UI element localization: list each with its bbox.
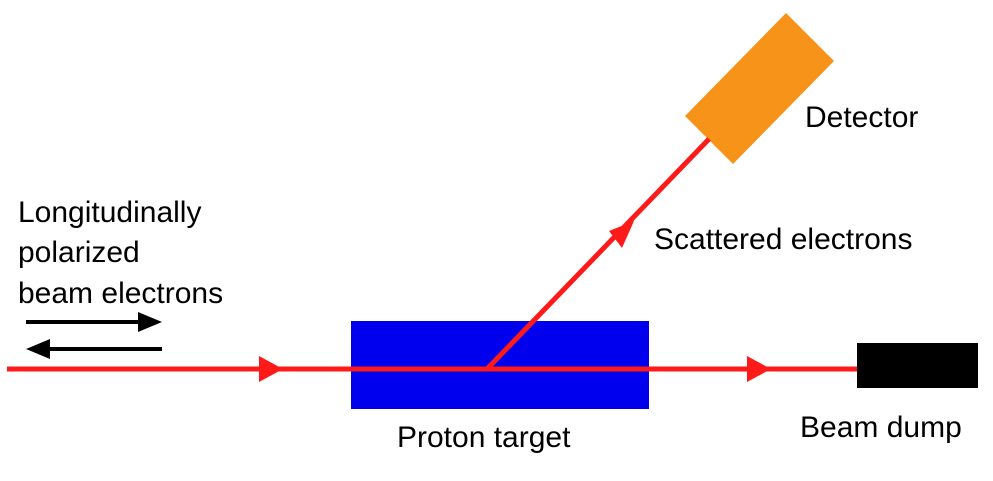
polarization-arrows bbox=[26, 312, 162, 359]
proton-target-label: Proton target bbox=[397, 421, 571, 454]
detector-block bbox=[685, 13, 834, 164]
beam-direction-arrowhead-icon bbox=[259, 356, 283, 382]
left-arrow-icon bbox=[26, 339, 162, 359]
incoming-beam-label-line2: polarized bbox=[18, 236, 140, 269]
beam-dump-label: Beam dump bbox=[800, 411, 962, 444]
scattered-electron-line bbox=[485, 137, 711, 371]
incoming-beam-label-line1: Longitudinally bbox=[18, 196, 201, 229]
proton-target-block bbox=[351, 321, 649, 409]
right-arrow-icon bbox=[26, 312, 162, 332]
beam-direction-arrowhead-icon bbox=[747, 356, 771, 382]
incoming-beam-label-line3: beam electrons bbox=[18, 277, 223, 310]
beam-dump-block bbox=[857, 343, 978, 388]
scattered-electrons-label: Scattered electrons bbox=[654, 223, 912, 256]
detector-label: Detector bbox=[805, 101, 918, 134]
scattered-direction-arrowhead-icon bbox=[609, 221, 634, 248]
